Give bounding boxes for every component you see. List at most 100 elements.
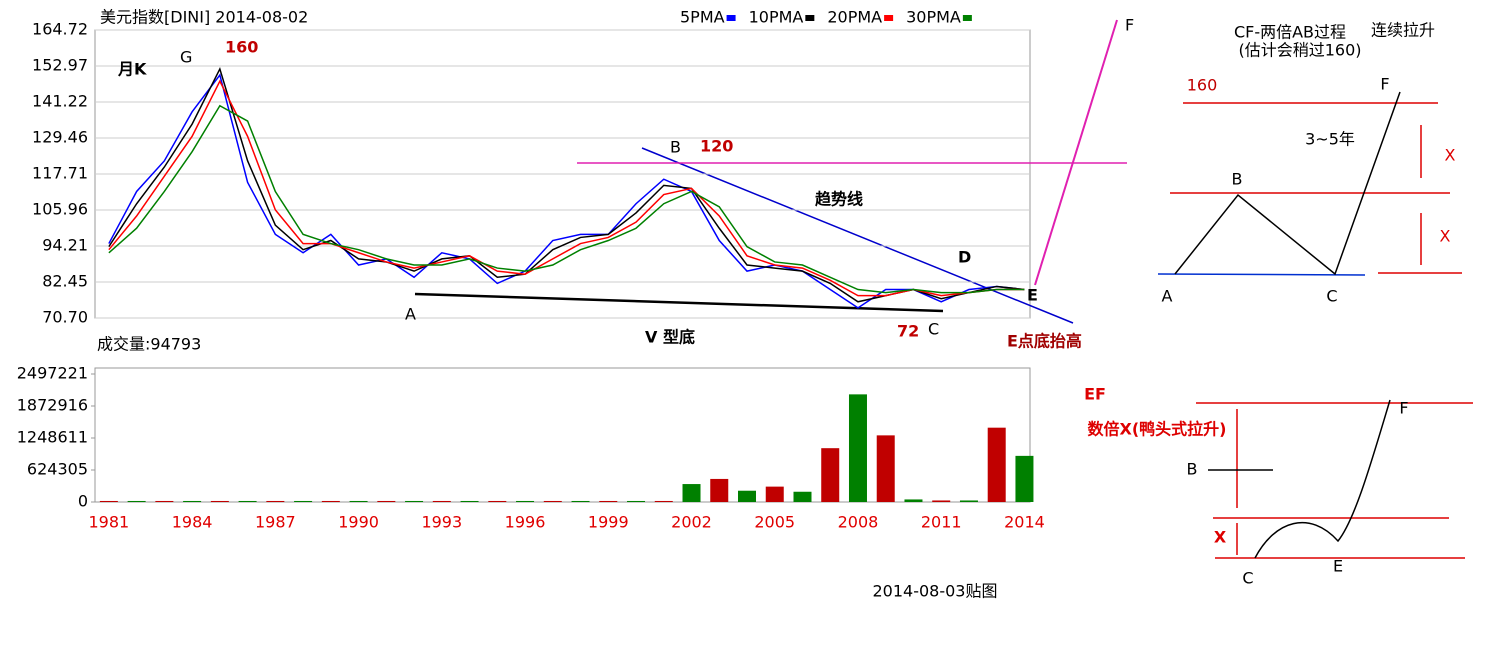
diagram-label: X bbox=[1214, 528, 1227, 547]
volume-bar bbox=[432, 500, 451, 502]
y-tick-label: 624305 bbox=[27, 460, 88, 479]
chart-title: 美元指数[DINI] 2014-08-02 bbox=[100, 8, 308, 27]
x-tick-label: 2005 bbox=[754, 513, 795, 532]
diagram-label: C bbox=[1326, 287, 1337, 306]
ma-line bbox=[108, 66, 1025, 303]
volume-bar bbox=[183, 500, 202, 502]
trend-line bbox=[641, 147, 1074, 324]
annotation: 120 bbox=[700, 137, 733, 156]
annotation: 趋势线 bbox=[815, 190, 863, 209]
y-tick-label: 105.96 bbox=[32, 199, 88, 218]
y-tick-label: 1248611 bbox=[17, 427, 88, 446]
diagram-2 bbox=[1196, 399, 1473, 559]
volume-bar bbox=[99, 500, 118, 502]
x-tick-label: 1981 bbox=[89, 513, 130, 532]
y-tick-label: 164.72 bbox=[32, 20, 88, 39]
diagram-label: F bbox=[1399, 399, 1408, 418]
volume-bar bbox=[349, 500, 368, 502]
ma-line bbox=[108, 104, 1025, 294]
volume-bar bbox=[654, 500, 673, 502]
diagram-label: F bbox=[1380, 75, 1389, 94]
diagram-label: 160 bbox=[1187, 76, 1218, 95]
annotation: B bbox=[670, 138, 681, 157]
volume-bar bbox=[987, 427, 1006, 502]
diagram-label: B bbox=[1187, 460, 1198, 479]
x-tick-label: 2011 bbox=[921, 513, 962, 532]
y-tick-label: 0 bbox=[78, 492, 88, 511]
diagram-label: 连续拉升 bbox=[1371, 21, 1435, 40]
volume-bar bbox=[127, 500, 146, 502]
volume-bar bbox=[932, 500, 951, 502]
y-tick-label: 129.46 bbox=[32, 128, 88, 147]
annotation: F bbox=[1125, 16, 1134, 35]
volume-bar bbox=[904, 499, 923, 502]
y-tick-label: 94.21 bbox=[42, 235, 88, 254]
volume-bar bbox=[848, 394, 867, 502]
legend-swatch bbox=[884, 15, 894, 21]
x-tick-label: 1993 bbox=[421, 513, 462, 532]
annotation: E点底抬高 bbox=[1007, 332, 1082, 351]
y-tick-label: 70.70 bbox=[42, 308, 88, 327]
y-tick-label: 141.22 bbox=[32, 91, 88, 110]
diagram-label: E bbox=[1333, 557, 1343, 576]
volume-bar bbox=[1015, 455, 1034, 502]
x-tick-label: 1984 bbox=[172, 513, 213, 532]
annotation: 72 bbox=[897, 322, 919, 341]
x-tick-label: 1990 bbox=[338, 513, 379, 532]
legend-swatch bbox=[805, 15, 815, 21]
volume-bar bbox=[266, 500, 285, 502]
legend-label: 10PMA bbox=[749, 8, 804, 27]
support-line bbox=[414, 292, 944, 313]
diagram-1 bbox=[1157, 91, 1462, 276]
volume-bar bbox=[765, 486, 784, 502]
volume-bar bbox=[599, 500, 618, 502]
chart-title: 成交量:94793 bbox=[97, 335, 201, 354]
legend-swatch bbox=[962, 15, 972, 21]
projection-line bbox=[1034, 19, 1118, 286]
annotation: V 型底 bbox=[645, 328, 695, 347]
y-tick-label: 82.45 bbox=[42, 272, 88, 291]
annotation: 月K bbox=[117, 60, 147, 79]
x-tick-label: 2014 bbox=[1004, 513, 1045, 532]
volume-bar bbox=[821, 448, 840, 502]
volume-bar bbox=[238, 500, 257, 502]
diagram-label: A bbox=[1162, 287, 1173, 306]
volume-bar bbox=[571, 500, 590, 502]
y-tick-label: 2497221 bbox=[17, 364, 88, 383]
legend-label: 5PMA bbox=[680, 8, 725, 27]
diagram-label: EF bbox=[1084, 385, 1106, 404]
x-tick-label: 2008 bbox=[838, 513, 879, 532]
legend-label: 20PMA bbox=[827, 8, 882, 27]
volume-bar bbox=[543, 500, 562, 502]
diagram-label: X bbox=[1440, 227, 1451, 246]
x-tick-label: 1996 bbox=[505, 513, 546, 532]
volume-bar bbox=[738, 490, 757, 502]
ma-line bbox=[108, 79, 1025, 297]
volume-bar bbox=[294, 500, 313, 502]
legend-label: 30PMA bbox=[906, 8, 961, 27]
diagram-label: C bbox=[1242, 569, 1253, 588]
volume-bar bbox=[682, 484, 701, 502]
volume-bar bbox=[516, 500, 535, 502]
y-tick-label: 117.71 bbox=[32, 164, 88, 183]
annotation: D bbox=[958, 248, 971, 267]
y-tick-label: 1872916 bbox=[17, 396, 88, 415]
volume-bar bbox=[876, 435, 895, 502]
volume-bar bbox=[405, 500, 424, 502]
annotation: G bbox=[180, 48, 192, 67]
volume-bar bbox=[710, 478, 729, 502]
volume-bar bbox=[793, 491, 812, 502]
volume-bar bbox=[460, 500, 479, 502]
x-tick-label: 1987 bbox=[255, 513, 296, 532]
legend-swatch bbox=[726, 15, 736, 21]
diagram-label: CF-两倍AB过程 bbox=[1234, 23, 1346, 42]
annotation: C bbox=[928, 320, 939, 339]
x-tick-label: 1999 bbox=[588, 513, 629, 532]
volume-bar bbox=[210, 500, 229, 502]
diagram-label: B bbox=[1232, 170, 1243, 189]
annotation: 160 bbox=[225, 38, 258, 57]
y-tick-label: 152.97 bbox=[32, 55, 88, 74]
volume-bar bbox=[155, 500, 174, 502]
annotation: A bbox=[405, 305, 416, 324]
